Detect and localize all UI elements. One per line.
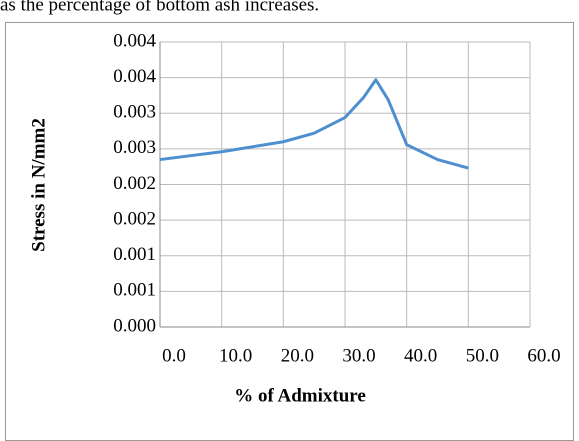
y-tick-label: 0.004 — [113, 66, 156, 87]
y-tick-label: 0.001 — [113, 244, 156, 265]
x-axis-label: % of Admixture — [234, 385, 366, 406]
x-tick-label: 30.0 — [342, 345, 375, 366]
y-tick-label: 0.003 — [113, 102, 156, 123]
x-tick-label: 20.0 — [281, 345, 314, 366]
y-tick-label: 0.003 — [113, 137, 156, 158]
y-tick-label: 0.000 — [113, 315, 156, 336]
y-tick-label: 0.001 — [113, 280, 156, 301]
x-tick-label: 40.0 — [404, 345, 437, 366]
y-tick-label: 0.002 — [113, 173, 156, 194]
y-axis-label: Stress in N/mm2 — [28, 118, 49, 252]
data-line — [159, 78, 469, 170]
caption: as the percentage of bottom ash increase… — [0, 0, 319, 15]
y-tick-label: 0.002 — [113, 208, 156, 229]
x-tick-label: 0.0 — [162, 345, 186, 366]
y-tick-label: 0.004 — [113, 30, 156, 51]
x-tick-label: 60.0 — [527, 345, 560, 366]
x-tick-label: 10.0 — [219, 345, 252, 366]
x-tick-label: 50.0 — [466, 345, 499, 366]
